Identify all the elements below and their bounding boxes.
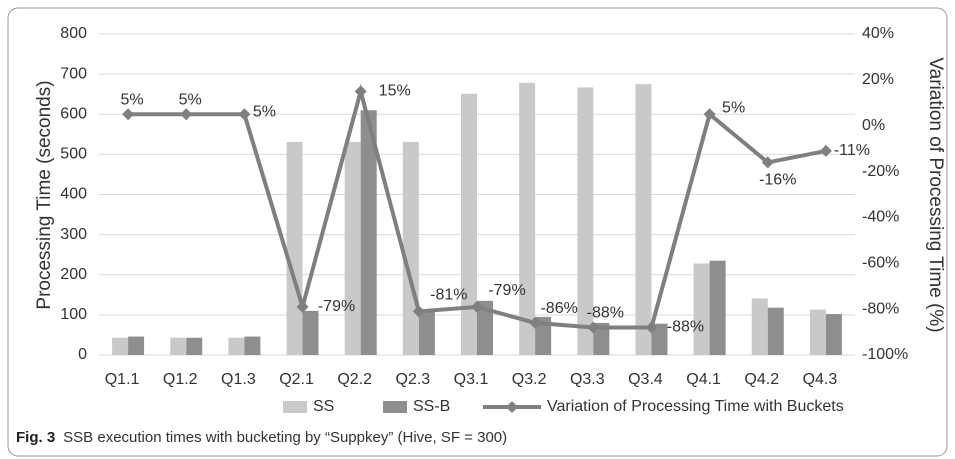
bar [635, 84, 652, 355]
bar [228, 337, 245, 355]
data-label: -79% [318, 298, 355, 315]
x-tick-label: Q3.3 [570, 371, 605, 388]
bar [535, 316, 552, 355]
data-label: -88% [667, 319, 704, 336]
bar [170, 337, 187, 355]
line-marker [645, 321, 658, 334]
y-tick-label: 800 [60, 25, 87, 42]
bar [286, 141, 303, 355]
caption: Fig. 3 SSB execution times with bucketing… [16, 429, 507, 446]
data-label: 5% [722, 99, 745, 116]
line-marker [122, 108, 135, 121]
bar [751, 298, 768, 355]
bar [577, 87, 594, 356]
y-tick-label: 400 [60, 186, 87, 203]
line-marker [296, 300, 309, 313]
data-label: -88% [587, 305, 624, 322]
x-tick-label: Q3.2 [512, 371, 547, 388]
data-label: 15% [379, 83, 411, 100]
x-tick-label: Q1.3 [221, 371, 256, 388]
data-label: -81% [430, 287, 467, 304]
line-marker [703, 108, 716, 121]
x-tick-label: Q1.1 [105, 371, 140, 388]
x-tick-label: Q2.3 [396, 371, 431, 388]
legend-label: SS-B [413, 398, 450, 415]
line-marker [238, 108, 251, 121]
data-label: -11% [834, 142, 870, 159]
y2-tick-label: 40% [862, 25, 894, 42]
bar [112, 337, 129, 355]
data-label: -86% [540, 300, 577, 317]
y2-tick-label: 20% [862, 71, 894, 88]
line-marker [819, 144, 832, 157]
y2-tick-label: -40% [862, 209, 899, 226]
line-marker [471, 300, 483, 313]
bar [418, 310, 435, 355]
x-tick-label: Q3.1 [454, 371, 489, 388]
x-tick-label: Q4.3 [803, 371, 838, 388]
bar [302, 310, 319, 355]
line-marker [412, 305, 425, 318]
line-marker [180, 108, 193, 121]
y2-tick-label: -60% [862, 255, 899, 272]
bar [519, 82, 536, 355]
line-marker [529, 316, 542, 329]
data-label: -16% [759, 172, 796, 189]
bar [360, 110, 377, 355]
bar [825, 314, 842, 355]
y-tick-label: 500 [60, 146, 87, 163]
caption-text: SSB execution times with bucketing by “S… [63, 429, 507, 446]
bar [461, 93, 477, 355]
x-tick-label: Q4.2 [744, 371, 779, 388]
bar [693, 263, 710, 355]
line-marker [354, 85, 367, 98]
y-tick-label: 600 [60, 105, 87, 122]
legend-swatch [283, 401, 307, 413]
bar [244, 336, 261, 355]
figure-border [7, 7, 948, 457]
bar [651, 323, 668, 355]
data-label: 5% [121, 91, 144, 108]
y2-axis-title: Variation of Processing Time (%) [925, 57, 946, 332]
bar [593, 322, 610, 355]
bar [477, 300, 493, 355]
y2-tick-label: 0% [862, 117, 885, 134]
y2-tick-label: -80% [862, 300, 899, 317]
y-axis-title: Processing Time (seconds) [34, 80, 55, 309]
y2-tick-label: -20% [862, 163, 899, 180]
y-tick-label: 100 [60, 306, 87, 323]
bar [186, 337, 203, 355]
line-marker [761, 156, 774, 169]
y-tick-label: 300 [60, 226, 87, 243]
x-tick-label: Q3.4 [628, 371, 663, 388]
y2-tick-label: -100% [862, 346, 908, 363]
line-marker [587, 321, 600, 334]
x-tick-label: Q2.1 [279, 371, 314, 388]
x-tick-label: Q1.2 [163, 371, 198, 388]
data-label: -79% [488, 282, 525, 299]
data-label: 5% [253, 103, 276, 120]
caption-label: Fig. 3 [16, 429, 55, 446]
bar [128, 336, 145, 355]
y-tick-label: 700 [60, 65, 87, 82]
bar [402, 141, 419, 355]
legend-marker [506, 401, 518, 413]
data-label: 5% [179, 91, 202, 108]
bar [767, 307, 784, 355]
x-tick-label: Q2.2 [337, 371, 372, 388]
bar [344, 141, 361, 355]
y-tick-label: 200 [60, 266, 87, 283]
legend-label: Variation of Processing Time with Bucket… [547, 398, 844, 415]
bar [709, 260, 726, 355]
x-tick-label: Q4.1 [686, 371, 721, 388]
legend-label: SS [313, 398, 334, 415]
legend-swatch [383, 401, 407, 413]
y-tick-label: 0 [78, 346, 87, 363]
bar [809, 309, 826, 355]
